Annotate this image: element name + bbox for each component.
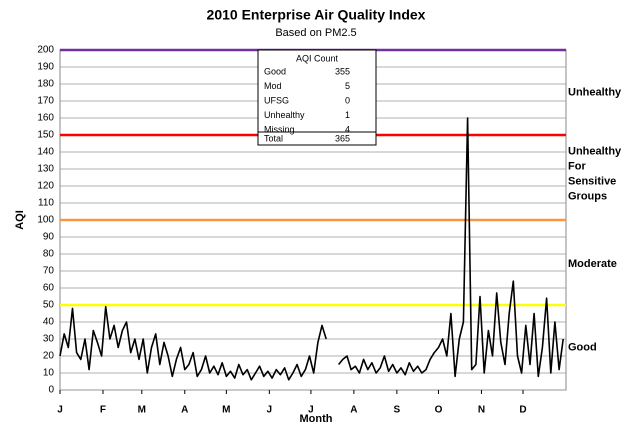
x-tick-label: D <box>519 405 526 416</box>
x-tick-label: F <box>100 405 106 416</box>
y-tick-label: 110 <box>38 198 54 209</box>
y-tick-label: 20 <box>43 351 55 362</box>
aqi-line <box>59 117 564 381</box>
table-cell: 365 <box>335 133 350 143</box>
table-cell: 0 <box>345 95 350 105</box>
y-tick-label: 60 <box>43 283 55 294</box>
x-tick-label: S <box>394 405 401 416</box>
x-tick-label: A <box>350 405 357 416</box>
y-tick-label: 10 <box>43 368 55 379</box>
y-tick-label: 80 <box>43 249 55 260</box>
zone-label: Unhealthy <box>568 146 622 158</box>
table-cell: Missing <box>264 124 295 134</box>
y-tick-label: 130 <box>37 164 54 175</box>
count-table <box>257 49 377 146</box>
table-cell: UFSG <box>264 95 289 105</box>
table-cell: Good <box>264 66 286 76</box>
zone-label: Sensitive <box>568 176 616 188</box>
table-cell: 1 <box>345 110 350 120</box>
zone-label: Unhealthy <box>568 86 622 98</box>
table-cell: Mod <box>264 81 282 91</box>
zone-label: Good <box>568 341 597 353</box>
y-tick-label: 140 <box>37 147 54 158</box>
y-tick-label: 150 <box>37 130 54 141</box>
chart-title: 2010 Enterprise Air Quality Index <box>207 7 426 23</box>
table-cell: 355 <box>335 66 350 76</box>
y-tick-label: 30 <box>43 334 55 345</box>
x-tick-label: J <box>267 405 273 416</box>
y-tick-label: 120 <box>37 181 54 192</box>
table-cell: Total <box>264 133 283 143</box>
zone-label: Groups <box>568 191 607 203</box>
x-tick-label: N <box>478 405 485 416</box>
y-tick-label: 100 <box>37 215 54 226</box>
x-axis-label: Month <box>300 413 333 425</box>
table-title: AQI Count <box>296 53 339 63</box>
x-tick-label: J <box>308 405 314 416</box>
y-tick-label: 0 <box>48 385 54 396</box>
y-tick-label: 200 <box>37 45 54 56</box>
x-tick-label: M <box>138 405 146 416</box>
y-tick-label: 40 <box>43 317 55 328</box>
x-tick-label: A <box>181 405 188 416</box>
zone-label: For <box>568 161 586 173</box>
chart-subtitle: Based on PM2.5 <box>275 27 356 39</box>
y-tick-label: 90 <box>43 232 55 243</box>
y-axis-label: AQI <box>14 210 26 230</box>
table-cell: 5 <box>345 81 350 91</box>
x-tick-label: M <box>222 405 230 416</box>
y-tick-label: 170 <box>37 96 54 107</box>
y-tick-label: 180 <box>37 79 54 90</box>
table-cell: Unhealthy <box>264 110 305 120</box>
x-tick-label: O <box>435 405 443 416</box>
table-cell: 4 <box>345 124 350 134</box>
x-tick-label: J <box>57 405 63 416</box>
zone-label: Moderate <box>568 258 617 270</box>
y-tick-label: 70 <box>43 266 55 277</box>
y-tick-label: 160 <box>37 113 54 124</box>
y-tick-label: 190 <box>37 62 54 73</box>
y-tick-label: 50 <box>43 300 55 311</box>
